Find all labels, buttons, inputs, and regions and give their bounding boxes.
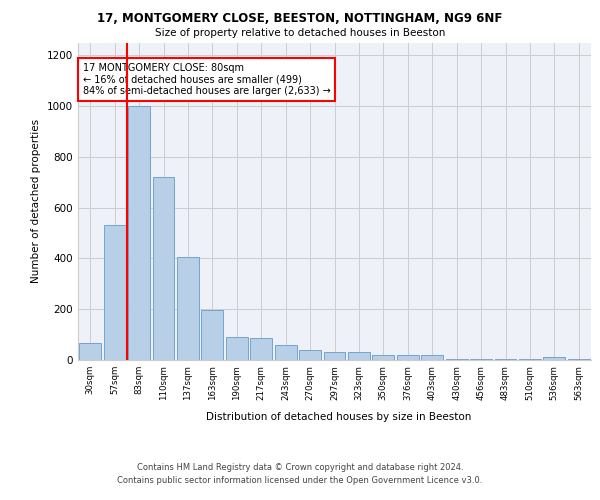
Bar — [373, 356, 394, 360]
Bar — [275, 346, 296, 360]
Bar — [446, 359, 467, 360]
Bar — [202, 310, 223, 360]
Bar — [421, 356, 443, 360]
Bar — [128, 106, 150, 360]
Bar — [79, 344, 101, 360]
Bar — [177, 257, 199, 360]
Bar — [494, 359, 517, 360]
Bar — [152, 177, 175, 360]
Bar — [323, 352, 346, 360]
Bar — [104, 226, 125, 360]
Y-axis label: Number of detached properties: Number of detached properties — [31, 119, 41, 284]
Bar — [519, 359, 541, 360]
Bar — [299, 350, 321, 360]
Bar — [544, 357, 565, 360]
Bar — [568, 359, 590, 360]
Text: 17 MONTGOMERY CLOSE: 80sqm
← 16% of detached houses are smaller (499)
84% of sem: 17 MONTGOMERY CLOSE: 80sqm ← 16% of deta… — [83, 63, 331, 96]
Text: Distribution of detached houses by size in Beeston: Distribution of detached houses by size … — [206, 412, 472, 422]
Bar — [226, 337, 248, 360]
Text: 17, MONTGOMERY CLOSE, BEESTON, NOTTINGHAM, NG9 6NF: 17, MONTGOMERY CLOSE, BEESTON, NOTTINGHA… — [97, 12, 503, 26]
Text: Contains HM Land Registry data © Crown copyright and database right 2024.: Contains HM Land Registry data © Crown c… — [137, 462, 463, 471]
Bar — [470, 359, 492, 360]
Bar — [348, 352, 370, 360]
Bar — [250, 338, 272, 360]
Bar — [397, 355, 419, 360]
Text: Size of property relative to detached houses in Beeston: Size of property relative to detached ho… — [155, 28, 445, 38]
Text: Contains public sector information licensed under the Open Government Licence v3: Contains public sector information licen… — [118, 476, 482, 485]
